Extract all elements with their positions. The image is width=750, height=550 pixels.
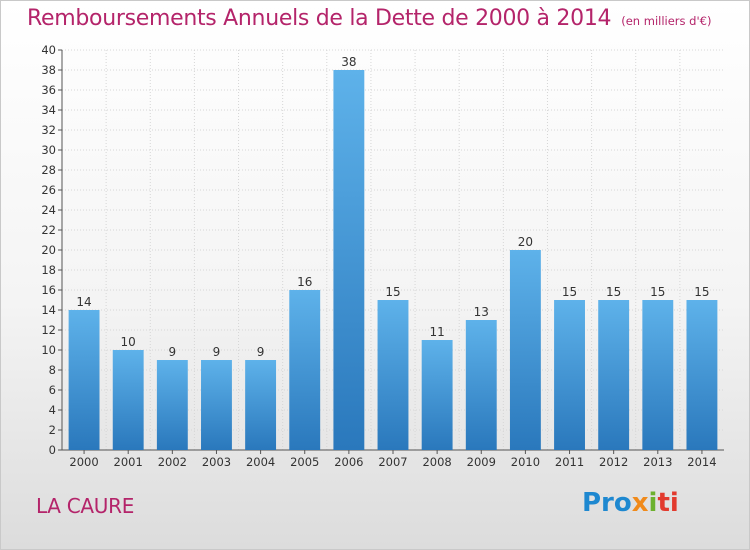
- y-tick-label: 14: [41, 303, 56, 317]
- x-tick-label: 2003: [202, 455, 231, 469]
- logo-part-2: x: [631, 488, 649, 518]
- bar: [245, 360, 277, 450]
- bar: [465, 320, 497, 450]
- y-tick-label: 30: [41, 143, 56, 157]
- x-tick-label: 2010: [511, 455, 540, 469]
- value-labels: 14 10 9 9 9 16 38 15 11 13 20 15 15 15 15: [76, 55, 709, 359]
- x-tick-label: 2008: [422, 455, 451, 469]
- data-label: 13: [474, 305, 489, 319]
- axes: 0246810121416182022242628303234363840200…: [41, 43, 724, 469]
- bar: [156, 360, 188, 450]
- title-text: Remboursements Annuels de la Dette de 20…: [27, 6, 612, 31]
- bar: [333, 70, 365, 450]
- x-tick-label: 2009: [467, 455, 496, 469]
- y-tick-label: 26: [41, 183, 56, 197]
- data-label: 9: [213, 345, 221, 359]
- x-tick-label: 2005: [290, 455, 319, 469]
- x-tick-label: 2011: [555, 455, 584, 469]
- data-label: 20: [518, 235, 533, 249]
- data-label: 9: [257, 345, 265, 359]
- x-tick-label: 2012: [599, 455, 628, 469]
- data-label: 10: [121, 335, 136, 349]
- x-tick-label: 2014: [687, 455, 716, 469]
- data-label: 9: [169, 345, 177, 359]
- y-tick-label: 28: [41, 163, 56, 177]
- bar: [377, 300, 409, 450]
- bar: [642, 300, 674, 450]
- data-label: 38: [341, 55, 356, 69]
- x-tick-label: 2006: [334, 455, 363, 469]
- bar: [554, 300, 585, 450]
- y-tick-label: 24: [41, 203, 56, 217]
- logo-part-3: i: [648, 488, 658, 518]
- bar: [201, 360, 232, 450]
- chart-subtitle: (en milliers d'€): [621, 14, 712, 28]
- proxiti-logo: Proxiti: [582, 488, 679, 518]
- x-tick-label: 2000: [69, 455, 98, 469]
- y-tick-label: 0: [49, 443, 56, 457]
- data-label: 11: [429, 325, 444, 339]
- y-tick-label: 40: [41, 43, 56, 57]
- data-label: 14: [76, 295, 91, 309]
- y-tick-label: 12: [41, 323, 56, 337]
- bar: [686, 300, 718, 450]
- x-tick-label: 2004: [246, 455, 275, 469]
- y-tick-label: 16: [41, 283, 56, 297]
- x-tick-label: 2013: [643, 455, 672, 469]
- y-tick-label: 4: [49, 403, 56, 417]
- y-tick-label: 18: [41, 263, 56, 277]
- logo-part-4: ti: [657, 488, 679, 518]
- chart-title: Remboursements Annuels de la Dette de 20…: [27, 6, 711, 31]
- x-tick-label: 2002: [158, 455, 187, 469]
- y-tick-label: 20: [41, 243, 56, 257]
- bar: [509, 250, 541, 450]
- data-label: 15: [694, 285, 709, 299]
- data-label: 16: [297, 275, 312, 289]
- data-label: 15: [562, 285, 577, 299]
- bar: [68, 310, 100, 450]
- bar: [598, 300, 630, 450]
- y-tick-label: 36: [41, 83, 56, 97]
- data-label: 15: [385, 285, 400, 299]
- data-label: 15: [650, 285, 665, 299]
- bar: [421, 340, 453, 450]
- bar: [289, 290, 321, 450]
- y-tick-label: 34: [41, 103, 56, 117]
- y-tick-label: 10: [41, 343, 56, 357]
- y-tick-label: 6: [49, 383, 56, 397]
- x-tick-label: 2001: [114, 455, 143, 469]
- data-label: 15: [606, 285, 621, 299]
- logo-part-1: Pro: [582, 488, 632, 518]
- y-tick-label: 8: [49, 363, 56, 377]
- y-tick-label: 22: [41, 223, 56, 237]
- y-tick-label: 2: [49, 423, 56, 437]
- x-tick-label: 2007: [378, 455, 407, 469]
- y-tick-label: 32: [41, 123, 56, 137]
- bar: [112, 350, 144, 450]
- bars: [68, 70, 718, 450]
- commune-name: LA CAURE: [36, 494, 135, 518]
- y-tick-label: 38: [41, 63, 56, 77]
